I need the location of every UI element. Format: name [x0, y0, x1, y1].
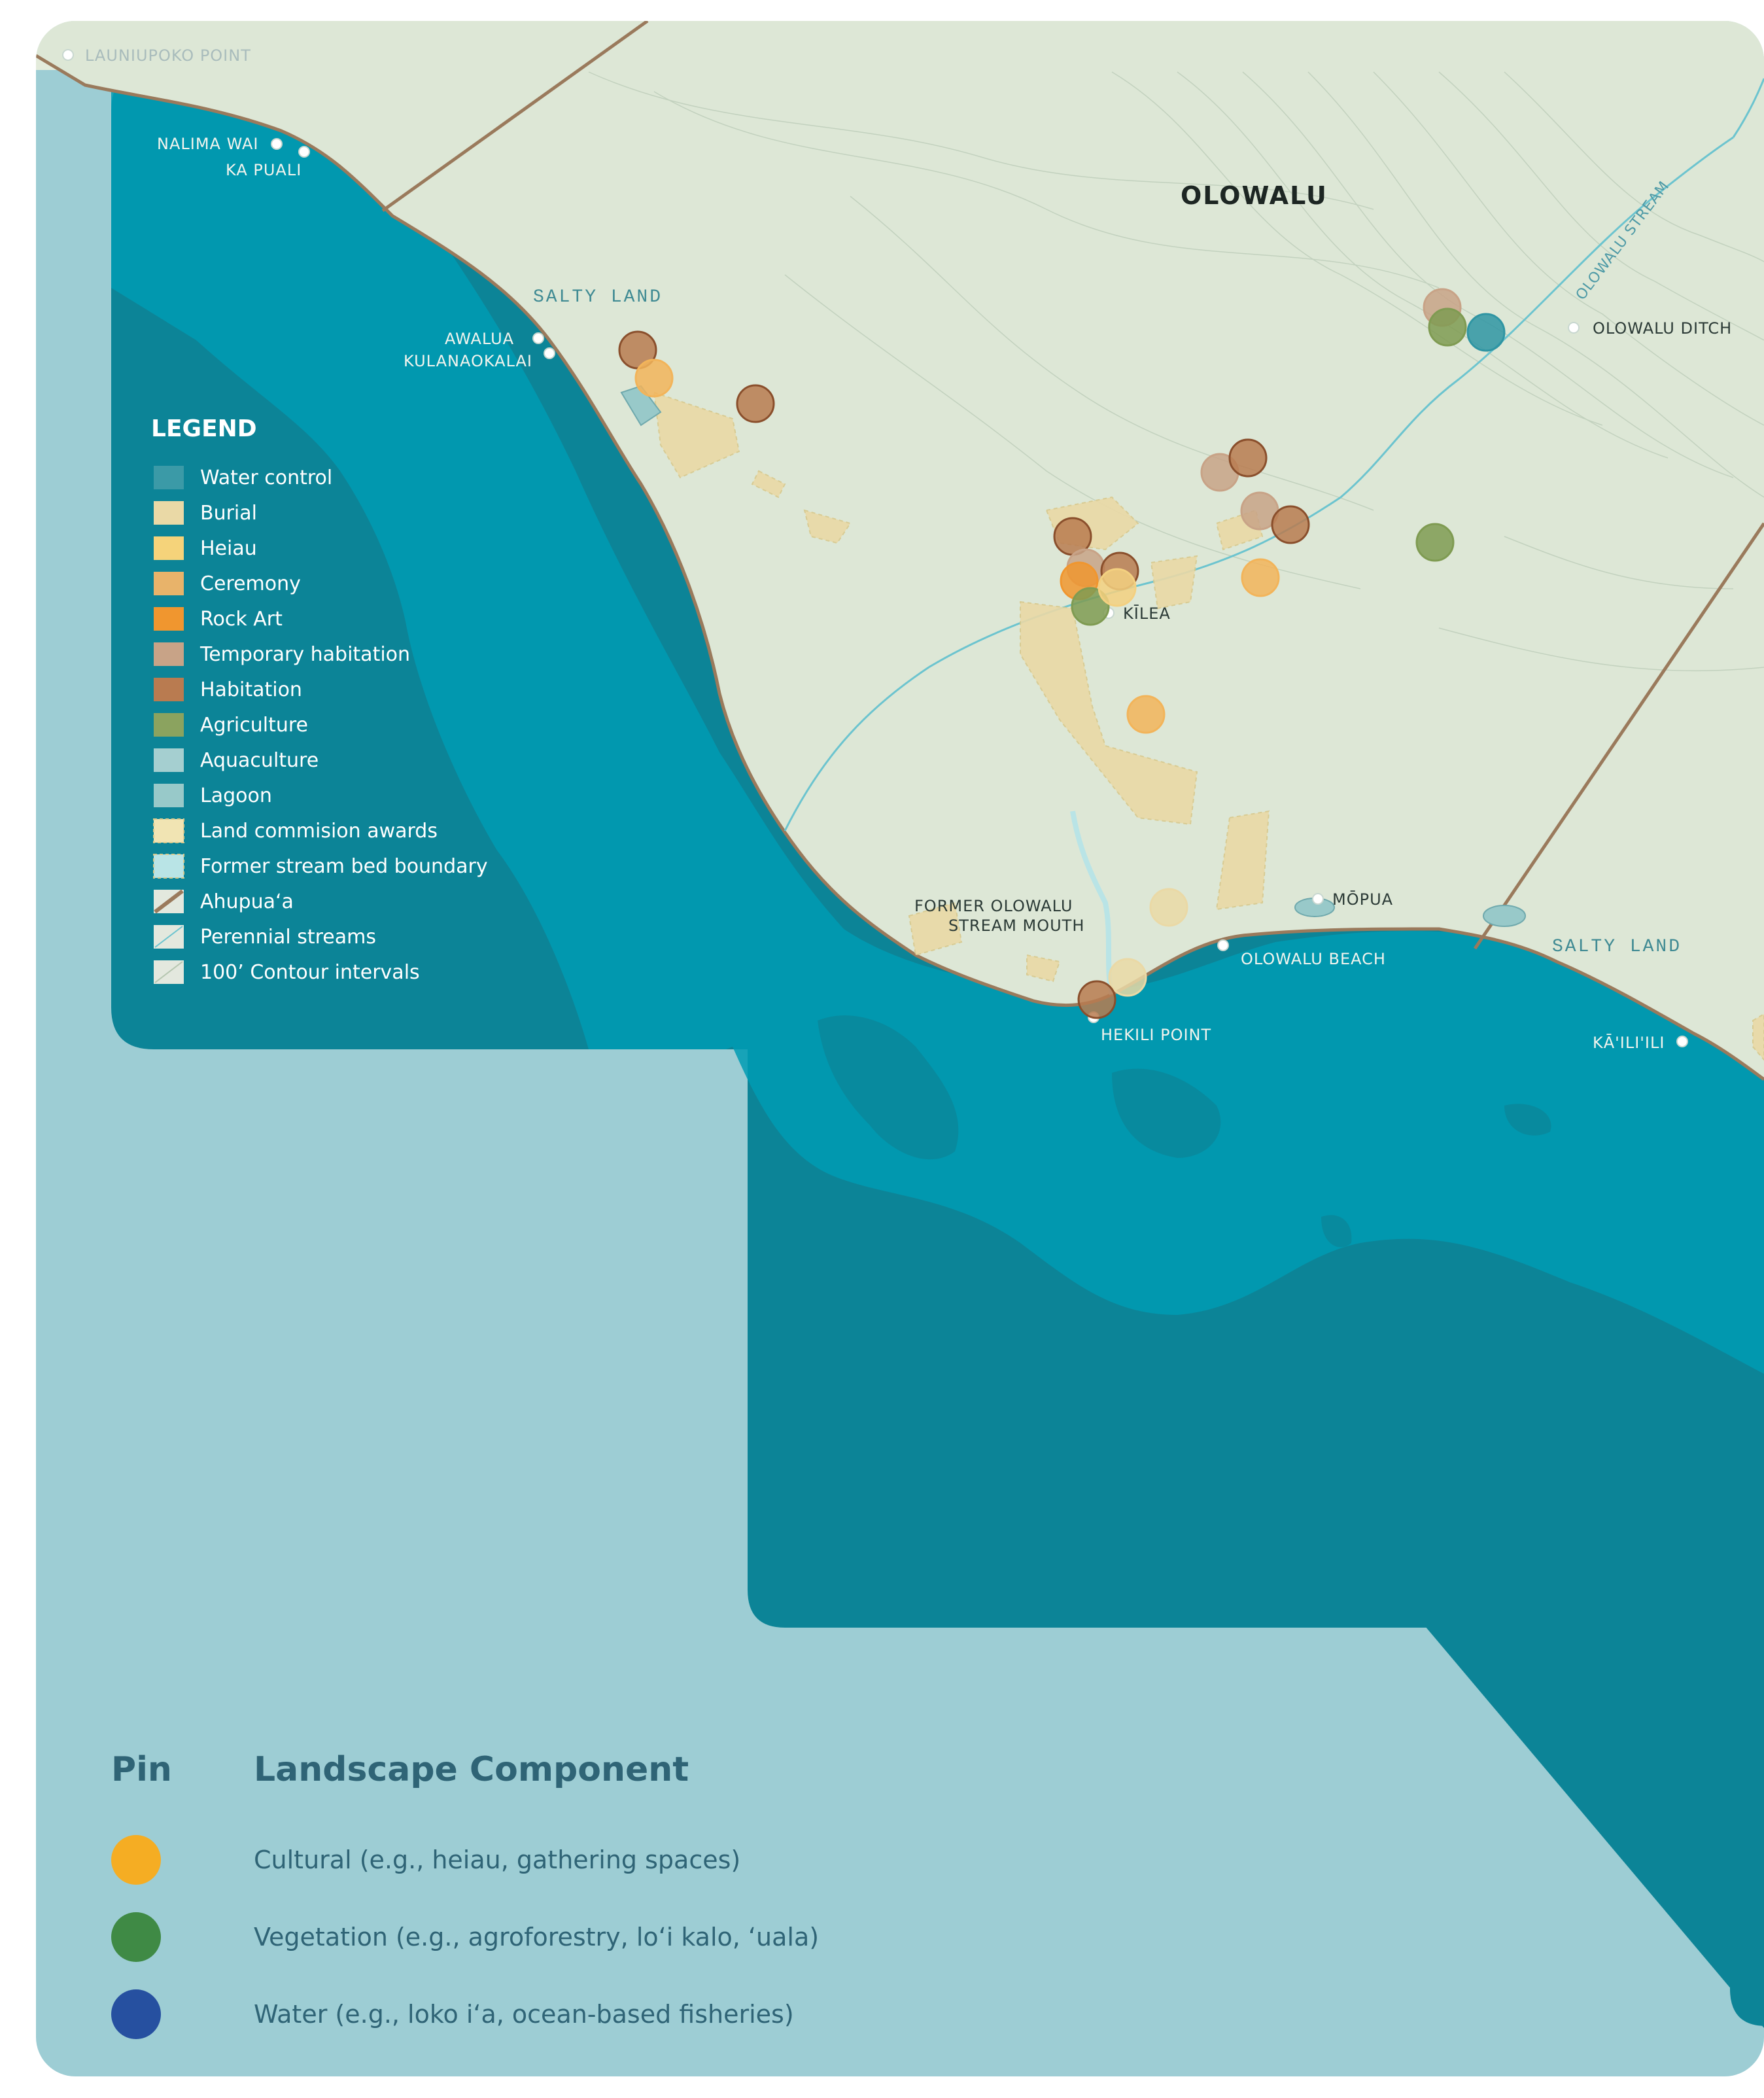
- lagoons: [620, 385, 1526, 927]
- legend-item: Perennial streams: [154, 925, 376, 949]
- pin-burial: [1149, 888, 1188, 927]
- legend-label: Rock Art: [200, 608, 283, 631]
- pin-legend-col1: Pin: [111, 1750, 172, 1789]
- legend-swatch: [154, 713, 184, 737]
- place-mopua: MŌPUA: [1332, 890, 1393, 909]
- legend-swatch: [153, 818, 184, 843]
- legend-label: Water control: [200, 466, 332, 489]
- legend-line-sample: [154, 961, 183, 983]
- zone-label-1: SALTY LAND: [533, 287, 663, 307]
- pin-ceremony: [1126, 695, 1166, 734]
- place-nalima: NALIMA WAI: [157, 135, 259, 153]
- pin-legend: Pin Landscape Component Cultural (e.g., …: [111, 1750, 819, 2039]
- perennial-streams: [784, 78, 1764, 995]
- pin-legend-col2: Landscape Component: [254, 1750, 689, 1789]
- legend-label: Habitation: [200, 678, 302, 701]
- legend-swatch: [154, 784, 184, 807]
- zone-label-2: SALTY LAND: [1552, 937, 1682, 957]
- legend-swatch: [153, 854, 184, 879]
- legend-item: Agriculture: [154, 713, 308, 737]
- pin-water-control: [1466, 313, 1506, 352]
- legend-item: Habitation: [154, 678, 302, 701]
- legend-label: Temporary habitation: [199, 643, 410, 666]
- legend-swatch: [154, 607, 184, 631]
- legend-item: Former stream bed boundary: [153, 854, 488, 879]
- pin-habitation: [1077, 980, 1116, 1019]
- legend-title: LEGEND: [151, 415, 257, 442]
- pin-habitation: [736, 384, 775, 423]
- place-former-2: STREAM MOUTH: [948, 917, 1084, 935]
- place-olowalu-beach: OLOWALU BEACH: [1241, 950, 1386, 968]
- reef-patches: [818, 1015, 1551, 1248]
- place-kailili: KĀ'ILI'ILI: [1593, 1033, 1665, 1052]
- legend-swatch: [154, 678, 184, 701]
- legend-line-sample: [154, 889, 184, 914]
- legend-label: Land commision awards: [200, 820, 438, 843]
- legend-item: Ceremony: [154, 572, 301, 595]
- legend-item: Land commision awards: [153, 818, 438, 843]
- map-title: OLOWALU: [1181, 181, 1328, 210]
- contour-lines: [588, 71, 1764, 672]
- coastline: [36, 54, 1764, 1081]
- pin-legend-label: Vegetation (e.g., agroforestry, loʻi kal…: [254, 1923, 819, 1951]
- legend: LEGEND Water control Burial Heiau Ceremony R…: [151, 415, 488, 984]
- legend-item: Rock Art: [154, 607, 283, 631]
- legend-swatch: [154, 642, 184, 666]
- legend-label: Agriculture: [200, 714, 308, 737]
- legend-item: Heiau: [154, 536, 257, 560]
- pins-layer: [618, 288, 1506, 1019]
- legend-label: Aquaculture: [200, 749, 319, 772]
- legend-label: Former stream bed boundary: [200, 855, 488, 878]
- legend-item: Ahupuaʻa: [154, 889, 294, 914]
- legend-label: Perennial streams: [200, 926, 376, 949]
- pin-agriculture: [1071, 587, 1110, 626]
- legend-item: Aquaculture: [154, 748, 319, 772]
- legend-label: 100’ Contour intervals: [200, 961, 420, 984]
- legend-label: Heiau: [200, 537, 257, 560]
- place-kilea: KĪLEA: [1123, 604, 1171, 623]
- place-launiupoko: LAUNIUPOKO POINT: [85, 46, 251, 65]
- legend-swatch: [154, 748, 184, 772]
- reef-shallows: [111, 69, 1764, 1374]
- pin-legend-dot: [111, 1835, 161, 1885]
- land-commission-awards: [653, 391, 1764, 1062]
- place-kapuali: KA PUALI: [226, 161, 302, 179]
- legend-label: Burial: [200, 502, 257, 525]
- place-former-1: FORMER OLOWALU: [914, 897, 1073, 915]
- pin-legend-dot: [111, 1989, 161, 2039]
- legend-label: Lagoon: [200, 784, 272, 807]
- pin-legend-label: Cultural (e.g., heiau, gathering spaces): [254, 1845, 740, 1874]
- place-awalua: AWALUA: [445, 330, 514, 348]
- legend-item: Burial: [154, 501, 257, 525]
- pin-habitation: [1271, 505, 1310, 544]
- ahupuaa-boundaries: [381, 21, 1764, 950]
- pin-ceremony: [634, 358, 674, 398]
- legend-label: Ceremony: [200, 572, 301, 595]
- legend-line-sample: [154, 926, 183, 948]
- legend-swatch: [154, 536, 184, 560]
- legend-items: Water control Burial Heiau Ceremony Rock Art…: [153, 466, 488, 984]
- place-olowalu-ditch: OLOWALU DITCH: [1593, 319, 1732, 338]
- pin-legend-items: Cultural (e.g., heiau, gathering spaces)…: [111, 1835, 819, 2039]
- pin-legend-dot: [111, 1912, 161, 1962]
- pin-legend-label: Water (e.g., loko iʻa, ocean-based fishe…: [254, 2000, 794, 2029]
- legend-label: Ahupuaʻa: [200, 890, 294, 913]
- legend-item: Lagoon: [154, 784, 272, 807]
- place-kulanaokalai: KULANAOKALAI: [404, 352, 532, 370]
- pin-ceremony: [1241, 558, 1280, 597]
- pin-heiau: [1098, 568, 1137, 607]
- pin-habitation: [1228, 438, 1268, 478]
- land-mass: [36, 21, 1764, 1079]
- place-hekili: HEKILI POINT: [1101, 1026, 1211, 1044]
- legend-swatch: [154, 572, 184, 595]
- legend-swatch: [154, 466, 184, 489]
- pin-agriculture: [1415, 523, 1455, 562]
- pin-burial: [1108, 958, 1147, 997]
- pin-agriculture: [1428, 307, 1467, 347]
- legend-item: Temporary habitation: [154, 642, 410, 666]
- legend-item: 100’ Contour intervals: [154, 960, 420, 984]
- legend-swatch: [154, 501, 184, 525]
- legend-item: Water control: [154, 466, 332, 489]
